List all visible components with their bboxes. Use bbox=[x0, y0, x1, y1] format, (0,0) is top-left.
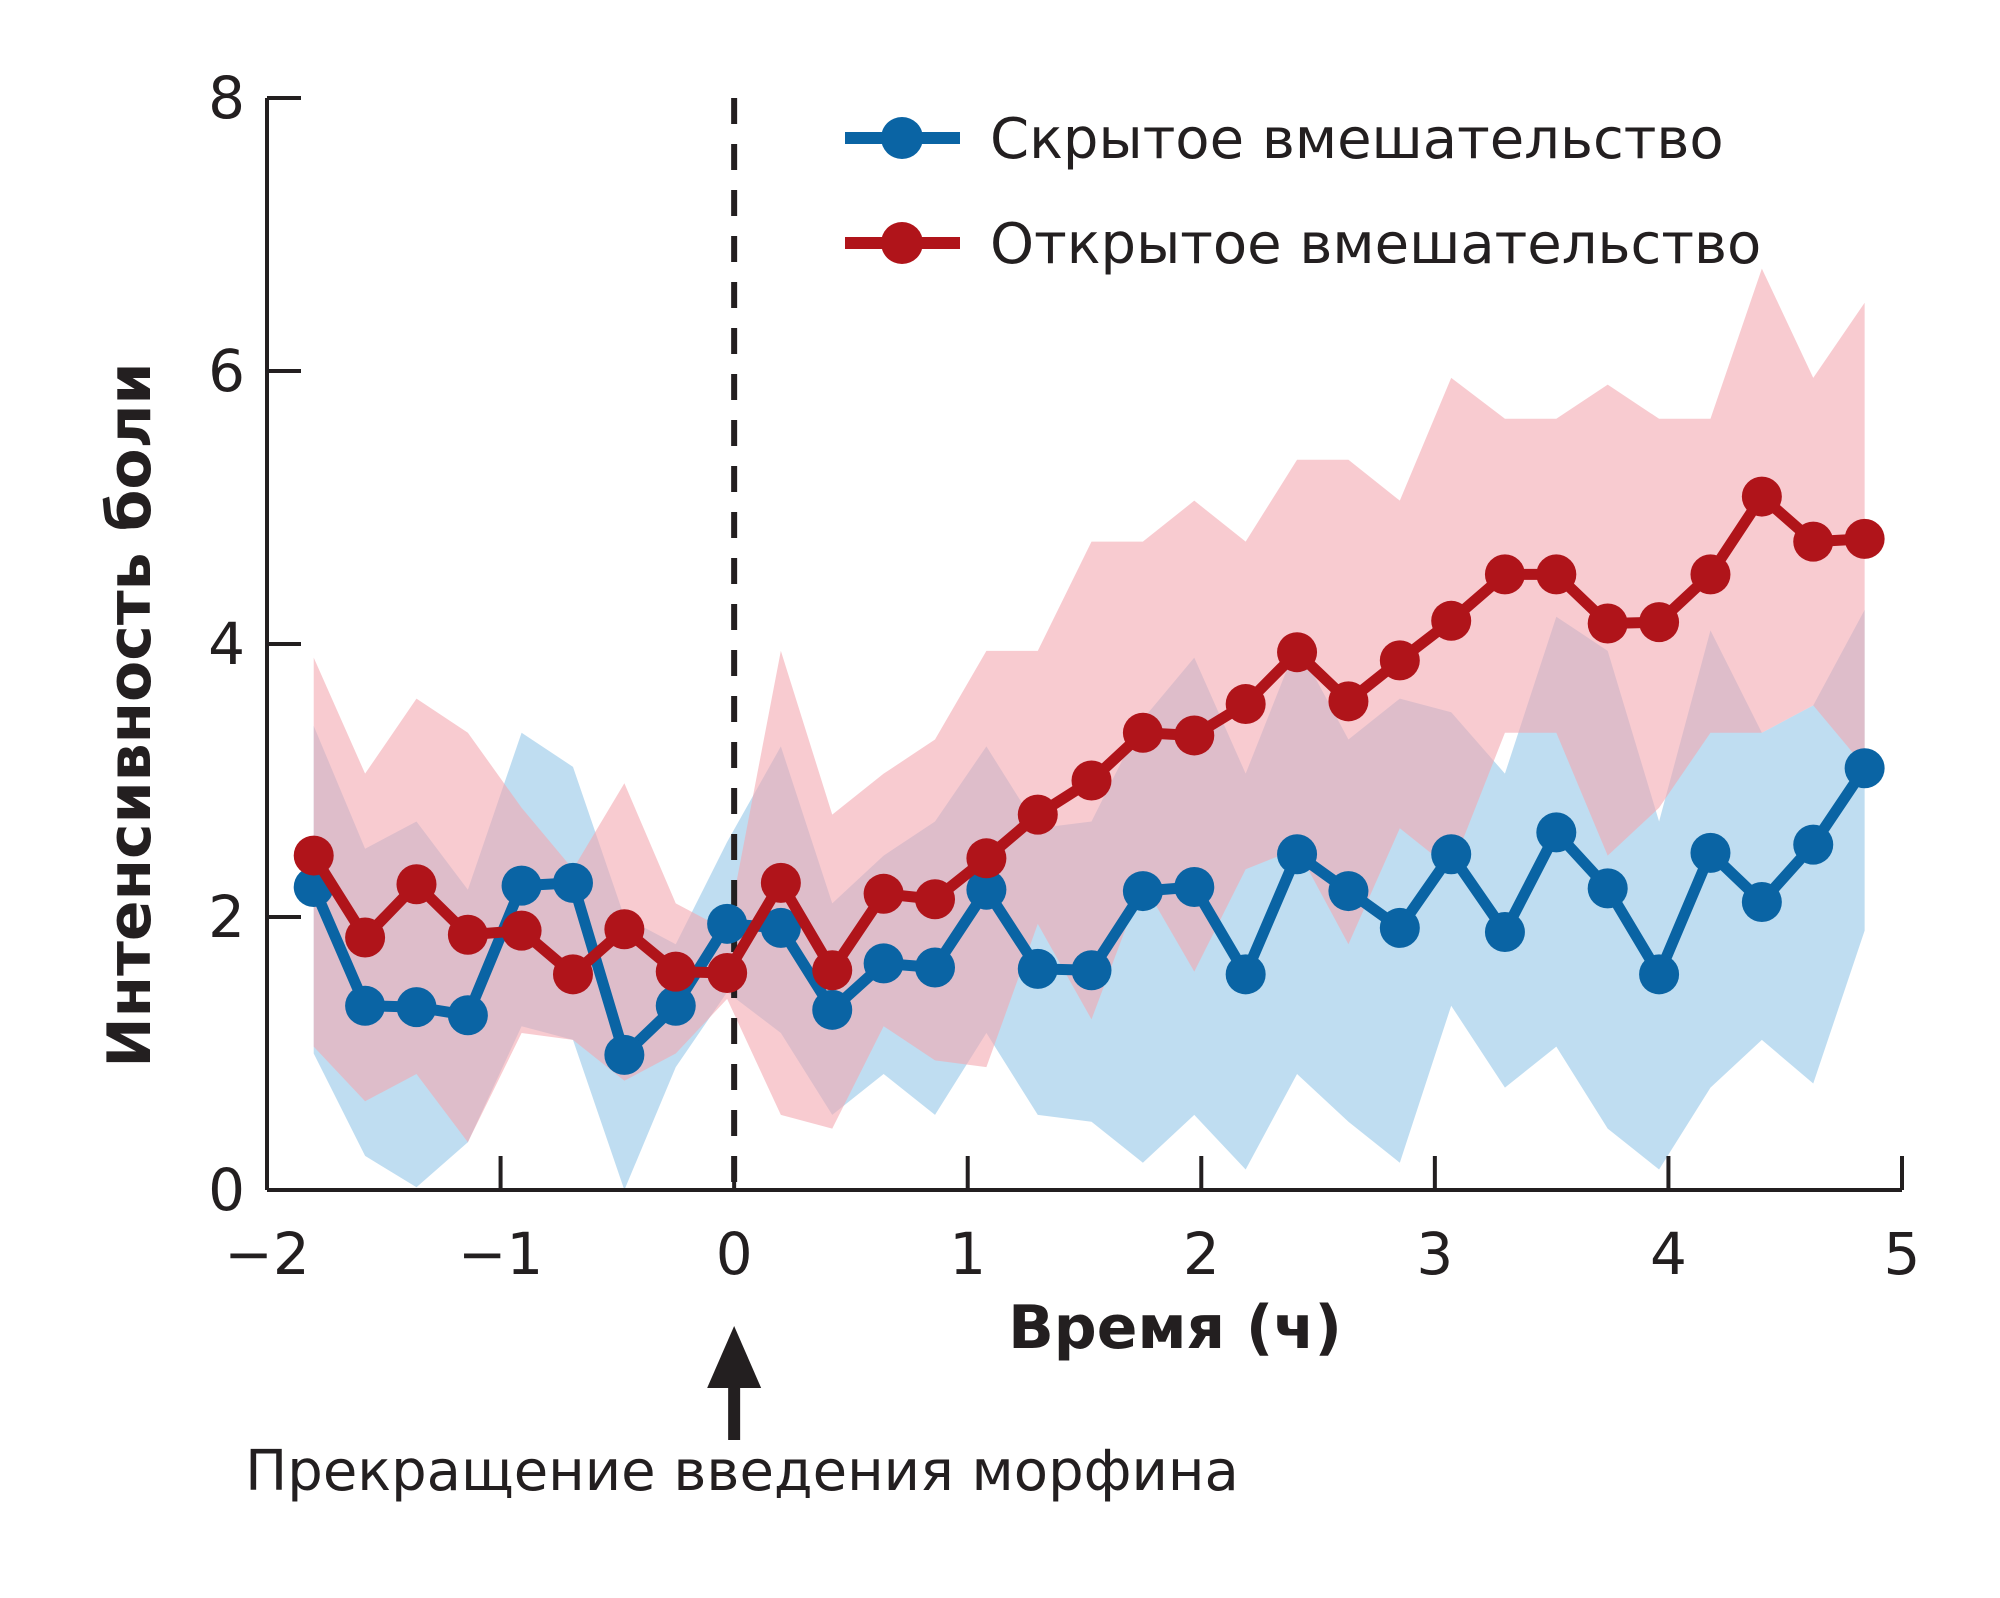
legend: Скрытое вмешательство Открытое вмешательс… bbox=[845, 107, 1761, 277]
open-data-point bbox=[1793, 521, 1834, 562]
arrow-head bbox=[707, 1326, 762, 1388]
hidden-legend-label: Скрытое вмешательство bbox=[990, 107, 1724, 172]
open-data-point bbox=[552, 954, 593, 995]
open-confidence-band bbox=[313, 268, 1865, 1143]
hidden-data-point bbox=[1328, 871, 1369, 912]
open-data-point bbox=[1277, 632, 1318, 673]
open-data-point bbox=[1844, 518, 1885, 559]
hidden-data-point bbox=[812, 989, 853, 1030]
open-data-point bbox=[501, 910, 542, 951]
hidden-data-point bbox=[552, 862, 593, 903]
open-data-point bbox=[1741, 476, 1782, 517]
up-arrow-icon bbox=[707, 1326, 762, 1440]
open-data-point bbox=[707, 952, 748, 993]
open-data-point bbox=[1225, 684, 1266, 725]
hidden-data-point bbox=[1379, 907, 1420, 948]
open-data-point bbox=[293, 835, 334, 876]
hidden-data-point bbox=[760, 907, 801, 948]
open-data-point bbox=[1536, 554, 1577, 595]
open-data-point bbox=[1071, 760, 1112, 801]
hidden-data-point bbox=[1277, 834, 1318, 875]
y-tick-label: 8 bbox=[208, 64, 245, 132]
open-data-point bbox=[655, 951, 696, 992]
y-tick-label: 4 bbox=[208, 610, 245, 678]
hidden-data-point bbox=[966, 869, 1007, 910]
open-data-point bbox=[1431, 600, 1472, 641]
open-data-point bbox=[1017, 794, 1058, 835]
hidden-data-point bbox=[501, 865, 542, 906]
open-data-point bbox=[1122, 712, 1163, 753]
hidden-data-point bbox=[915, 947, 956, 988]
open-legend-marker bbox=[881, 222, 923, 264]
hidden-data-point bbox=[1122, 871, 1163, 912]
x-axis-title: Время (ч) bbox=[1008, 1293, 1342, 1363]
hidden-data-point bbox=[1690, 832, 1731, 873]
hidden-legend-marker bbox=[881, 117, 923, 159]
x-tick-label: 1 bbox=[949, 1220, 986, 1288]
open-data-point bbox=[915, 879, 956, 920]
x-tick-label: −2 bbox=[224, 1220, 310, 1288]
morphine-stop-annotation: Прекращение введения морфина bbox=[245, 1439, 1239, 1504]
open-data-point bbox=[1174, 715, 1215, 756]
hidden-data-point bbox=[1639, 954, 1680, 995]
y-tick-label: 0 bbox=[208, 1156, 245, 1224]
hidden-data-point bbox=[1431, 834, 1472, 875]
open-data-point bbox=[1484, 554, 1525, 595]
hidden-data-point bbox=[604, 1034, 645, 1075]
open-data-point bbox=[966, 838, 1007, 879]
open-data-point bbox=[396, 864, 437, 905]
open-data-point bbox=[863, 873, 904, 914]
x-tick-label: −1 bbox=[458, 1220, 544, 1288]
hidden-data-point bbox=[447, 995, 488, 1036]
hidden-data-point bbox=[1225, 954, 1266, 995]
x-tick-label: 2 bbox=[1183, 1220, 1220, 1288]
open-data-point bbox=[760, 862, 801, 903]
y-tick-label: 6 bbox=[208, 337, 245, 405]
x-tick-label: 0 bbox=[716, 1220, 753, 1288]
hidden-data-point bbox=[655, 985, 696, 1026]
hidden-data-point bbox=[1017, 948, 1058, 989]
open-data-point bbox=[1328, 681, 1369, 722]
open-data-point bbox=[1379, 640, 1420, 681]
open-data-point bbox=[604, 909, 645, 950]
y-axis-title: Интенсивность боли bbox=[95, 362, 165, 1067]
open-data-point bbox=[1690, 554, 1731, 595]
confidence-bands bbox=[313, 268, 1865, 1190]
hidden-data-point bbox=[1174, 866, 1215, 907]
hidden-data-point bbox=[396, 987, 437, 1028]
series-lines bbox=[293, 476, 1885, 1075]
hidden-data-point bbox=[1844, 748, 1885, 789]
x-tick-label: 3 bbox=[1416, 1220, 1453, 1288]
hidden-data-point bbox=[345, 985, 386, 1026]
hidden-data-point bbox=[1741, 881, 1782, 922]
y-tick-label: 2 bbox=[208, 883, 245, 951]
open-data-point bbox=[1639, 602, 1680, 643]
hidden-data-point bbox=[707, 903, 748, 944]
open-data-point bbox=[812, 950, 853, 991]
hidden-data-point bbox=[1793, 824, 1834, 865]
hidden-data-point bbox=[863, 943, 904, 984]
hidden-data-point bbox=[1587, 868, 1628, 909]
open-data-point bbox=[345, 917, 386, 958]
hidden-data-point bbox=[1536, 812, 1577, 853]
open-data-point bbox=[1587, 603, 1628, 644]
x-tick-label: 4 bbox=[1650, 1220, 1687, 1288]
x-tick-label: 5 bbox=[1884, 1220, 1921, 1288]
hidden-data-point bbox=[1484, 912, 1525, 953]
hidden-data-point bbox=[1071, 950, 1112, 991]
open-legend-label: Открытое вмешательство bbox=[990, 212, 1761, 277]
axes: 0 2 4 6 8 −2 −1 0 1 2 3 4 5 bbox=[208, 64, 1920, 1288]
open-data-point bbox=[447, 914, 488, 955]
